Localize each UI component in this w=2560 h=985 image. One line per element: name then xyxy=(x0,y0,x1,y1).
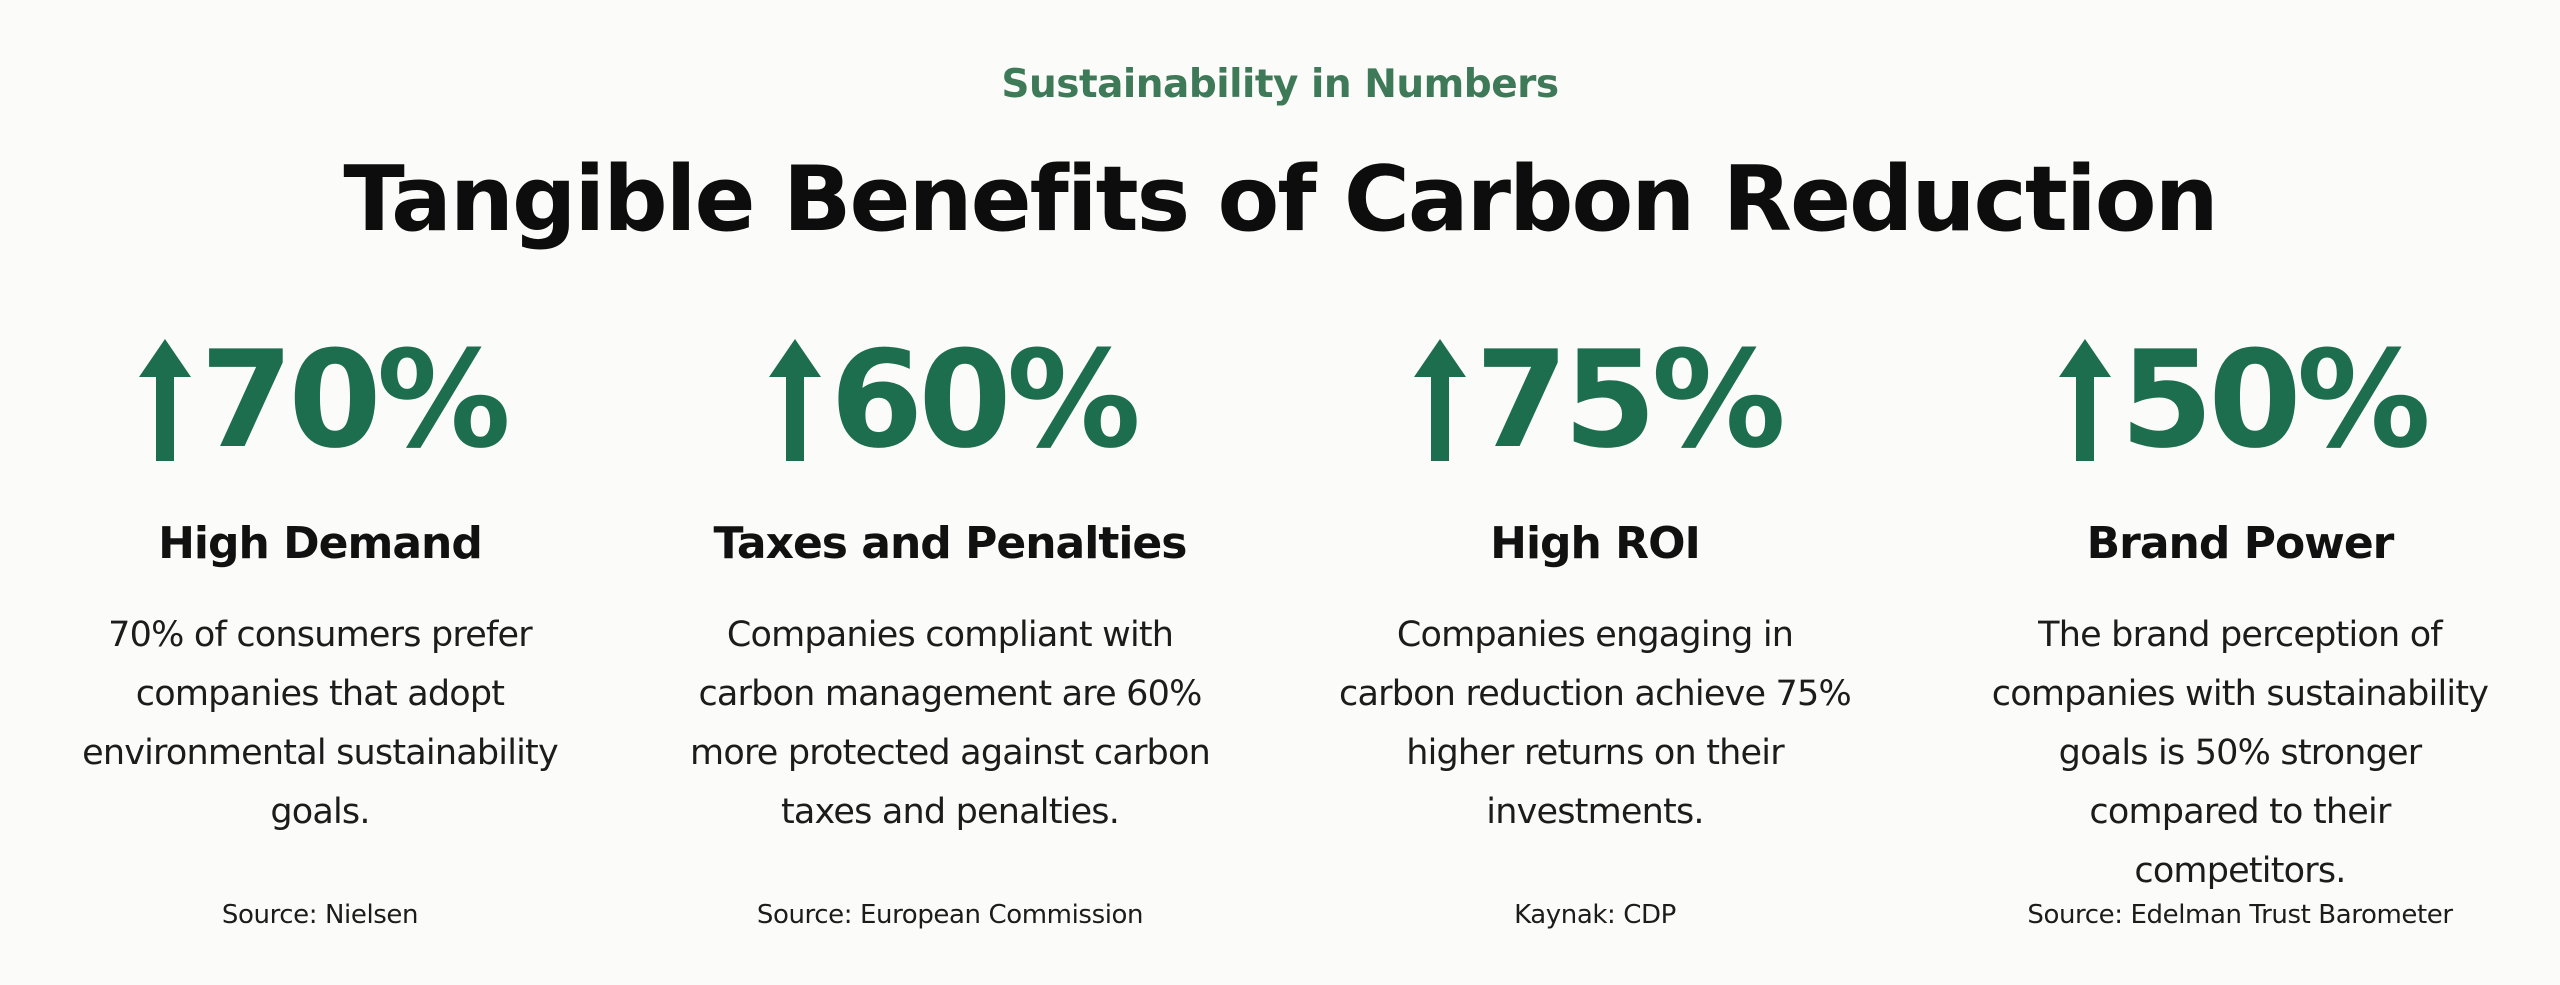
stat-description: The brand perception of companies with s… xyxy=(1991,615,2489,891)
stat-value: 70% xyxy=(200,322,511,478)
stat-title: High ROI xyxy=(1490,518,1701,569)
stat-figure: 75% xyxy=(1275,330,1915,470)
stat-figure: 70% xyxy=(0,330,640,470)
stat-title: Taxes and Penalties xyxy=(713,518,1188,569)
stat-card-brand-power: 50% Brand Power The brand perception of … xyxy=(1920,330,2560,930)
arrow-up-icon xyxy=(769,339,822,461)
stat-figure: 50% xyxy=(1920,330,2560,470)
stat-source: Source: European Commission xyxy=(756,900,1144,930)
stat-value: 60% xyxy=(830,322,1141,478)
arrow-up-icon xyxy=(1414,339,1467,461)
stat-card-high-roi: 75% High ROI Companies engaging in carbo… xyxy=(1275,330,1915,930)
stat-source: Source: Edelman Trust Barometer xyxy=(2027,900,2453,930)
section-eyebrow: Sustainability in Numbers xyxy=(1001,62,1559,107)
arrow-up-icon xyxy=(2059,339,2112,461)
stat-description: Companies compliant with carbon manageme… xyxy=(690,615,1211,832)
stat-figure: 60% xyxy=(630,330,1270,470)
stat-card-taxes-and-penalties: 60% Taxes and Penalties Companies compli… xyxy=(630,330,1270,930)
arrow-up-icon xyxy=(139,339,192,461)
stat-description: Companies engaging in carbon reduction a… xyxy=(1339,615,1852,832)
stat-source: Kaynak: CDP xyxy=(1514,900,1676,930)
stat-source: Source: Nielsen xyxy=(221,900,419,930)
page-title: Tangible Benefits of Carbon Reduction xyxy=(343,147,2218,252)
stat-value: 50% xyxy=(2120,322,2431,478)
stat-title: Brand Power xyxy=(2086,518,2395,569)
stat-value: 75% xyxy=(1475,322,1786,478)
stat-description: 70% of consumers prefer companies that a… xyxy=(82,615,559,832)
stat-card-high-demand: 70% High Demand 70% of consumers prefer … xyxy=(0,330,640,930)
stat-title: High Demand xyxy=(158,518,483,569)
